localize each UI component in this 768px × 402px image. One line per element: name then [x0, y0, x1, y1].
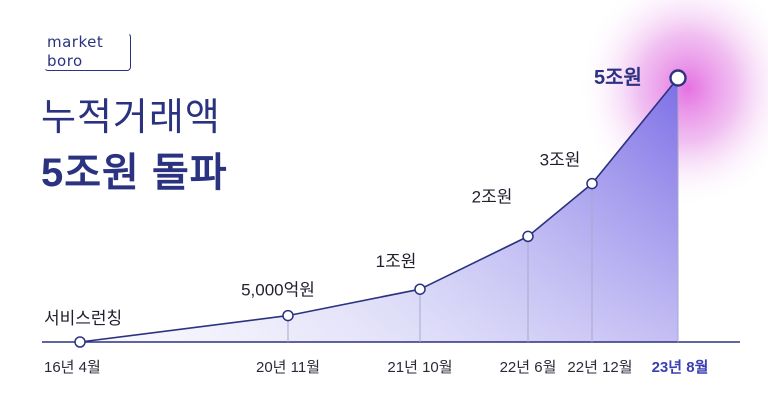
series-line — [79, 77, 679, 343]
logo-line1: market — [47, 33, 104, 51]
data-label: 5,000억원 — [241, 281, 315, 300]
data-label: 2조원 — [472, 187, 513, 206]
data-point — [282, 309, 294, 322]
data-label: 3조원 — [540, 151, 581, 170]
logo-line2: boro — [47, 52, 83, 70]
x-tick-label: 16년 4월 — [44, 359, 101, 376]
x-tick-label: 20년 11월 — [256, 359, 320, 376]
data-point — [669, 69, 687, 87]
data-point — [414, 283, 426, 295]
headline-line1: 누적거래액 — [41, 97, 221, 139]
marketboro-logo: market boro — [44, 33, 132, 71]
data-point — [522, 230, 534, 243]
headline-line2: 5조원 돌파 — [41, 151, 228, 195]
logo-frame — [44, 33, 131, 71]
data-label: 1조원 — [376, 252, 417, 271]
data-point — [74, 336, 86, 348]
data-label: 서비스런칭 — [44, 309, 122, 328]
x-tick-label: 22년 12월 — [567, 359, 632, 376]
data-point — [586, 177, 598, 190]
data-label: 5조원 — [594, 66, 642, 89]
x-tick-label: 22년 6월 — [500, 359, 557, 376]
x-tick-label: 21년 10월 — [387, 359, 452, 376]
x-tick-label: 23년 8월 — [652, 359, 709, 376]
